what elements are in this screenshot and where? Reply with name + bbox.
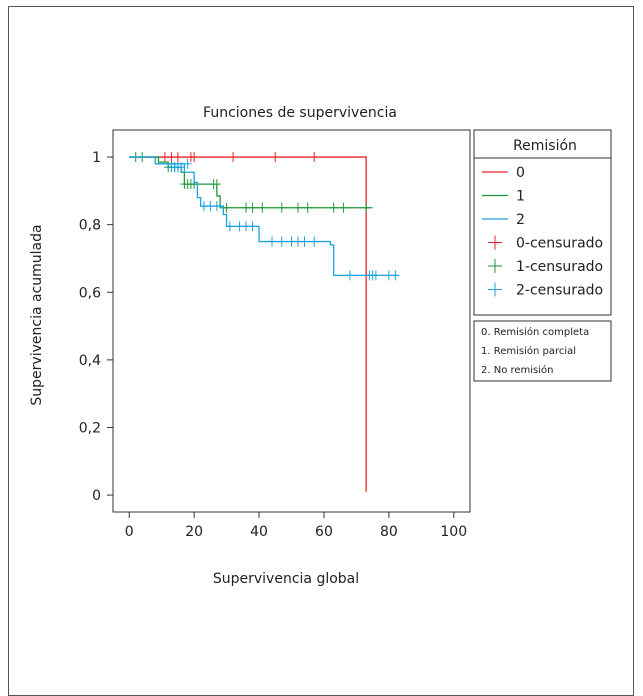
legend-label: 2-censurado bbox=[516, 283, 603, 299]
x-tick-label: 80 bbox=[380, 524, 398, 540]
censor-mark bbox=[173, 152, 182, 163]
chart-title: Funciones de supervivencia bbox=[203, 105, 397, 121]
censor-mark bbox=[229, 152, 238, 163]
legend-swatch bbox=[488, 259, 502, 273]
legend-entry: 1 bbox=[482, 189, 525, 205]
legend-entry: 2 bbox=[482, 212, 525, 228]
censor-mark bbox=[310, 236, 319, 247]
y-tick-label: 0,6 bbox=[79, 285, 101, 301]
censor-mark bbox=[362, 202, 371, 213]
censor-mark bbox=[190, 152, 199, 163]
note-item: 2. No remisión bbox=[481, 364, 554, 376]
notes-box: 0. Remisión completa 1. Remisión parcial… bbox=[473, 320, 612, 382]
y-tick-label: 0,4 bbox=[79, 353, 101, 369]
censor-mark bbox=[339, 202, 348, 213]
series-2 bbox=[129, 156, 400, 281]
y-axis-label: Supervivencia acumulada bbox=[29, 224, 45, 405]
censor-mark bbox=[300, 236, 309, 247]
y-tick-label: 1 bbox=[92, 150, 101, 166]
series-0 bbox=[129, 152, 367, 492]
censor-mark bbox=[268, 236, 277, 247]
censor-mark bbox=[183, 158, 192, 169]
censor-mark bbox=[303, 202, 312, 213]
legend-entry: 1-censurado bbox=[488, 259, 603, 275]
plot-area bbox=[112, 129, 471, 513]
censor-mark bbox=[248, 221, 257, 232]
series-layer bbox=[129, 152, 400, 492]
legend: Remisión 0 1 2 0-censurado 1-censurado 2-cens… bbox=[473, 129, 612, 316]
survival-curve-1 bbox=[129, 156, 373, 209]
x-tick-label: 60 bbox=[315, 524, 333, 540]
legend-entry: 2-censurado bbox=[488, 282, 603, 299]
survival-curve-0 bbox=[129, 156, 367, 492]
x-axis-label: Supervivencia global bbox=[213, 571, 359, 587]
legend-label: 1 bbox=[516, 189, 525, 205]
censor-mark bbox=[293, 202, 302, 213]
survival-curve-2 bbox=[129, 156, 399, 277]
series-1 bbox=[129, 152, 373, 213]
notes-frame bbox=[473, 320, 612, 382]
y-tick-label: 0,2 bbox=[79, 420, 101, 436]
censor-mark bbox=[310, 152, 319, 163]
legend-label: 0-censurado bbox=[516, 236, 603, 252]
x-tick-label: 20 bbox=[185, 524, 203, 540]
legend-entry: 0 bbox=[482, 165, 525, 181]
note-item: 1. Remisión parcial bbox=[481, 345, 576, 357]
censor-mark bbox=[258, 202, 267, 213]
censor-mark bbox=[271, 152, 280, 163]
censor-mark bbox=[212, 201, 221, 212]
y-tick-label: 0,8 bbox=[79, 218, 101, 234]
legend-label: 2 bbox=[516, 212, 525, 228]
censor-mark bbox=[212, 179, 221, 190]
x-tick-label: 0 bbox=[125, 524, 134, 540]
legend-entry: 0-censurado bbox=[488, 235, 603, 252]
censor-mark bbox=[371, 270, 380, 281]
censor-mark bbox=[277, 236, 286, 247]
legend-label: 1-censurado bbox=[516, 259, 603, 275]
censor-mark bbox=[345, 270, 354, 281]
censor-mark bbox=[277, 202, 286, 213]
legend-title: Remisión bbox=[513, 138, 577, 154]
legend-box bbox=[473, 129, 612, 316]
axes: 0 20 40 60 80 100 0 0,2 0,4 0,6 0,8 1 bbox=[79, 150, 467, 540]
legend-swatch bbox=[488, 282, 502, 297]
y-tick-label: 0 bbox=[92, 488, 101, 504]
legend-label: 0 bbox=[516, 165, 525, 181]
note-item: 0. Remisión completa bbox=[481, 326, 589, 338]
censor-mark bbox=[248, 202, 257, 213]
censor-mark bbox=[225, 221, 234, 232]
x-tick-label: 40 bbox=[250, 524, 268, 540]
censor-mark bbox=[329, 202, 338, 213]
censor-mark bbox=[391, 270, 400, 281]
censor-mark bbox=[177, 162, 186, 173]
legend-swatch bbox=[488, 235, 502, 250]
legend-entries: 0 1 2 0-censurado 1-censurado 2-censurado bbox=[482, 165, 603, 299]
x-tick-label: 100 bbox=[440, 524, 467, 540]
